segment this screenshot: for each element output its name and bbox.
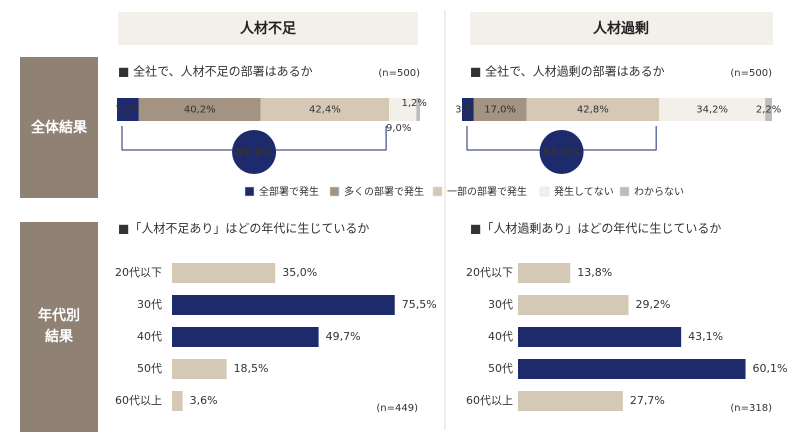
category-label: 20代以下 — [115, 266, 162, 279]
legend-label: わからない — [634, 186, 684, 198]
category-label: 50代 — [137, 362, 162, 375]
category-label: 30代 — [137, 298, 162, 311]
row-label: 年代別 — [38, 307, 80, 324]
category-label: 60代以上 — [115, 394, 162, 407]
row-label-box — [20, 222, 98, 432]
value-label: 43,1% — [688, 330, 723, 343]
bar — [172, 263, 276, 283]
value-label: 34,2% — [696, 105, 728, 116]
header-box — [470, 12, 773, 45]
legend-swatch — [539, 186, 550, 197]
column-title: 人材過剰 — [593, 20, 649, 37]
value-label: 9,0% — [386, 123, 411, 134]
value-label: 3,8% — [455, 105, 480, 116]
value-label: 2,2% — [756, 105, 781, 116]
chart-title: ■ 全社で、人材過剰の部署はあるか — [470, 64, 665, 79]
sample-size: (n=500) — [378, 68, 420, 79]
legend-label: 多くの部署で発生 — [344, 185, 424, 198]
legend-swatch — [619, 186, 630, 197]
bar — [518, 391, 623, 411]
total-badge — [232, 130, 277, 174]
bar — [518, 327, 682, 347]
bar — [172, 327, 319, 347]
category-label: 20代以下 — [466, 266, 513, 279]
total-badge — [539, 130, 584, 174]
bar-segment — [416, 98, 420, 121]
sample-size: (n=318) — [730, 403, 772, 414]
value-label: 13,8% — [577, 266, 612, 279]
value-label: 1,2% — [401, 98, 426, 109]
bar — [518, 295, 629, 315]
value-label: 27,7% — [630, 394, 665, 407]
legend-label: 一部の部署で発生 — [447, 185, 527, 198]
value-label: 35,0% — [282, 266, 317, 279]
total-label: 89.8% — [235, 146, 273, 159]
bar-segment — [389, 98, 417, 121]
value-label: 7,2% — [115, 105, 140, 116]
bar-segment — [526, 98, 660, 121]
chart-title: ■「人材不足あり」はどの年代に生じているか — [118, 222, 369, 236]
legend-label: 発生してない — [554, 185, 614, 198]
row-label-box — [20, 57, 98, 198]
sample-size: (n=500) — [730, 68, 772, 79]
column-title: 人材不足 — [240, 20, 297, 37]
sample-size: (n=449) — [376, 403, 418, 414]
value-label: 17,0% — [484, 105, 516, 116]
chart-title: ■ 全社で、人材不足の部署はあるか — [118, 64, 313, 79]
category-label: 40代 — [137, 330, 162, 343]
row-label: 結果 — [45, 328, 74, 345]
value-label: 75,5% — [402, 298, 437, 311]
total-label: 63.6% — [542, 146, 580, 159]
bar-segment — [260, 98, 390, 121]
bar-segment — [462, 98, 474, 121]
legend-swatch — [244, 186, 255, 197]
value-label: 40,2% — [184, 105, 216, 116]
bar — [172, 295, 395, 315]
bar-segment — [659, 98, 766, 121]
legend-swatch — [432, 186, 443, 197]
bar — [518, 263, 571, 283]
bar-segment — [765, 98, 772, 121]
category-label: 30代 — [488, 298, 513, 311]
bar-segment — [473, 98, 527, 121]
category-label: 40代 — [488, 330, 513, 343]
bar — [172, 391, 183, 411]
value-label: 42,8% — [577, 105, 609, 116]
bar — [518, 359, 746, 379]
value-label: 18,5% — [234, 362, 269, 375]
bar-segment — [117, 98, 139, 121]
value-label: 29,2% — [636, 298, 671, 311]
bar-segment — [138, 98, 261, 121]
legend-label: 全部署で発生 — [259, 185, 319, 198]
chart-title: ■「人材過剰あり」はどの年代に生じているか — [470, 222, 721, 236]
value-label: 60,1% — [753, 362, 788, 375]
value-label: 42,4% — [309, 105, 341, 116]
category-label: 50代 — [488, 362, 513, 375]
header-box — [118, 12, 418, 45]
row-label: 全体結果 — [30, 119, 88, 136]
value-label: 3,6% — [190, 394, 218, 407]
category-label: 60代以上 — [466, 394, 513, 407]
value-label: 49,7% — [326, 330, 361, 343]
legend-swatch — [329, 186, 340, 197]
bar — [172, 359, 227, 379]
